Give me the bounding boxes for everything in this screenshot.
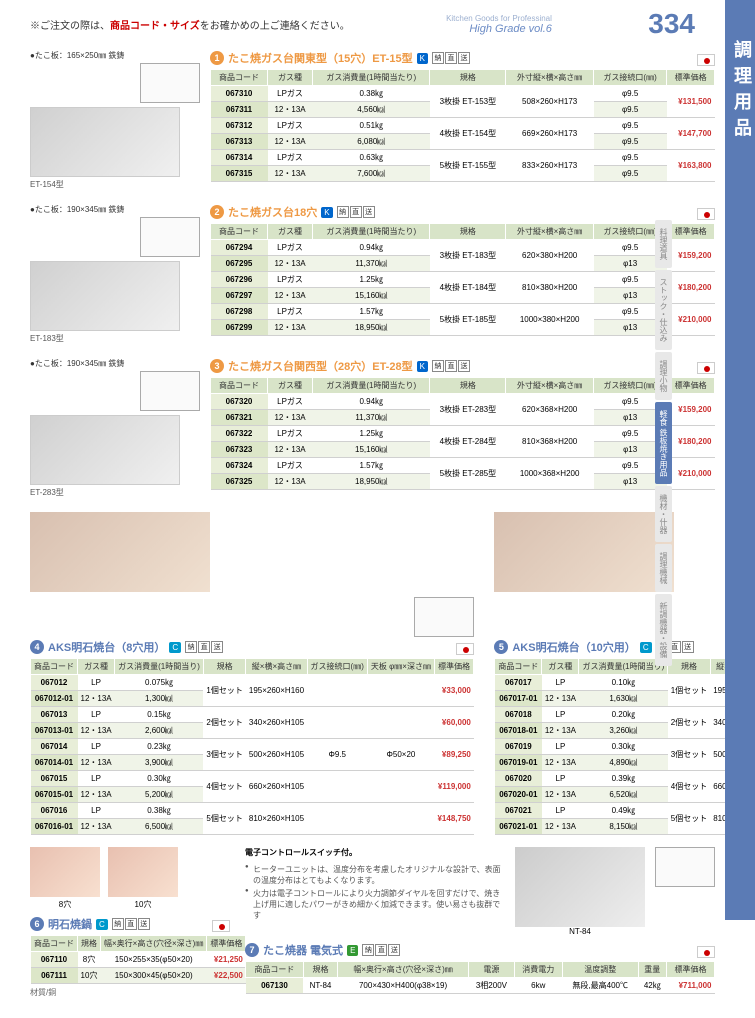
product-table-4: 商品コードガス種ガス消費量(1時間当り)規格縦×横×高さ㎜ガス接続口(㎜)天板 … <box>30 658 474 835</box>
dimensions-diagram <box>655 847 715 887</box>
product-image <box>494 512 674 592</box>
product-table-5: 商品コードガス種ガス消費量(1時間当り)規格縦×横×高さ㎜ガス接続口(㎜)天板 … <box>494 658 755 835</box>
product-table-6: 商品コード規格幅×奥行×高さ(穴径×深さ)㎜標準価格0671108穴150×25… <box>30 935 246 984</box>
page-header: ※ご注文の際は、商品コード・サイズをお確かめの上ご連絡ください。 Kitchen… <box>30 8 715 40</box>
section-number: 6 <box>30 917 44 931</box>
dimensions-diagram <box>414 597 474 637</box>
badge: C <box>640 642 652 653</box>
product-image <box>108 847 178 897</box>
section-number: 4 <box>30 640 44 654</box>
sidebar-cat: 調理小物 <box>655 352 672 400</box>
badge: E <box>347 945 358 956</box>
brand-name: High Grade vol.6 <box>446 23 552 35</box>
feature-title: 電子コントロールスイッチ付。 <box>245 847 505 858</box>
sidebar-cat: ストック・仕込み <box>655 270 672 350</box>
product-image <box>30 847 100 897</box>
sidebar-cat: 機材・什器 <box>655 486 672 542</box>
japan-flag-icon <box>697 946 715 958</box>
material-note: 材質/銅 <box>30 987 230 998</box>
japan-flag-icon <box>456 643 474 655</box>
product-image <box>515 847 645 927</box>
page-number: 334 <box>648 8 695 40</box>
badge: C <box>96 919 108 930</box>
sidebar-cat: 料理道具 <box>655 220 672 268</box>
section-title: 明石焼鍋 <box>48 916 92 932</box>
brand-tagline: Kitchen Goods for Professinal <box>446 14 552 23</box>
section-title: AKS明石焼台（10穴用） <box>512 639 635 655</box>
sidebar-cat-active: 軽食 鉄板焼き用品 <box>655 402 672 484</box>
badge: C <box>169 642 181 653</box>
sidebar-category: 調理用品 <box>725 0 755 184</box>
section-number: 5 <box>494 640 508 654</box>
sidebar-cat: 新調機器・設備 <box>655 594 672 666</box>
sidebar-cat: 調理機械 <box>655 544 672 592</box>
section-number: 7 <box>245 943 259 957</box>
section-title: たこ焼器 電気式 <box>263 942 343 958</box>
feature-notes: ヒーターユニットは、温度分布を考慮したオリジナルな設計で、表面の温度分布はとても… <box>245 864 505 921</box>
order-note: ※ご注文の際は、商品コード・サイズをお確かめの上ご連絡ください。 <box>30 17 350 32</box>
product-table-7: 商品コード規格幅×奥行×高さ(穴径×深さ)㎜電源消費電力温度調整重量標準価格06… <box>245 961 715 994</box>
japan-flag-icon <box>212 920 230 932</box>
product-image <box>30 512 210 592</box>
section-title: AKS明石焼台（8穴用） <box>48 639 165 655</box>
sidebar-subcategories: 料理道具 ストック・仕込み 調理小物 軽食 鉄板焼き用品 機材・什器 調理機械 … <box>655 220 749 668</box>
